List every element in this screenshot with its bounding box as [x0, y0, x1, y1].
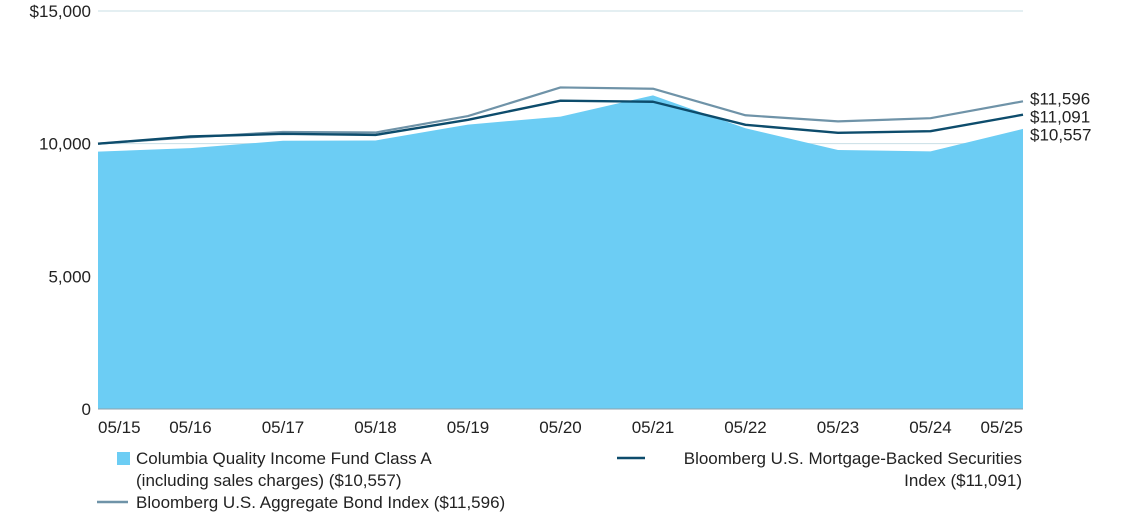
legend-label: Bloomberg U.S. Mortgage-Backed Securitie…	[684, 449, 1022, 468]
x-tick-label: 05/23	[817, 418, 860, 437]
legend-label: Columbia Quality Income Fund Class A	[136, 449, 432, 468]
series-area-0	[98, 95, 1023, 409]
x-tick-label: 05/18	[354, 418, 397, 437]
y-tick-label: $15,000	[30, 2, 91, 21]
y-tick-label: 5,000	[48, 267, 91, 286]
legend-swatch-area	[117, 452, 130, 465]
x-tick-label: 05/16	[169, 418, 212, 437]
y-tick-label: 0	[82, 400, 91, 419]
x-tick-label: 05/20	[539, 418, 582, 437]
x-tick-label: 05/21	[632, 418, 675, 437]
x-tick-label: 05/15	[98, 418, 141, 437]
end-value-label: $11,091	[1030, 107, 1090, 126]
end-value-label: $10,557	[1030, 125, 1091, 144]
x-tick-label: 05/22	[724, 418, 767, 437]
legend-label: (including sales charges) ($10,557)	[136, 471, 402, 490]
x-tick-label: 05/17	[262, 418, 305, 437]
legend: Columbia Quality Income Fund Class A (inc…	[97, 449, 1022, 512]
end-value-label: $11,596	[1030, 89, 1090, 108]
x-tick-label: 05/25	[980, 418, 1023, 437]
x-tick-label: 05/24	[909, 418, 952, 437]
legend-label: Index ($11,091)	[904, 471, 1022, 490]
x-tick-label: 05/19	[447, 418, 490, 437]
legend-label: Bloomberg U.S. Aggregate Bond Index ($11…	[136, 493, 505, 512]
series-line-1	[97, 99, 1024, 145]
y-tick-label: 10,000	[39, 135, 91, 154]
